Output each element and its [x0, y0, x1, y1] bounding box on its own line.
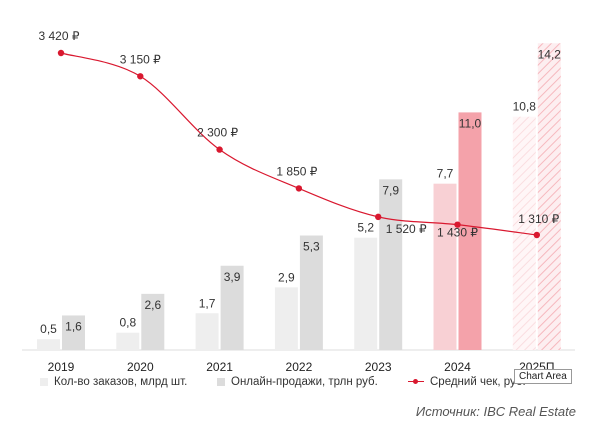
legend-sales-swatch	[217, 378, 225, 386]
bar-orders-2021	[195, 313, 219, 350]
label-sales-2021: 3,9	[224, 270, 241, 284]
bar-orders-2019	[37, 339, 60, 350]
point-avg-check-2022	[295, 185, 303, 192]
x-tick-2023: 2023	[365, 360, 392, 374]
point-avg-check-2024	[454, 221, 461, 228]
label-sales-2019: 1,6	[65, 319, 82, 333]
bar-sales-2019	[62, 315, 85, 350]
label-avg-check-2024: 1 430 ₽	[437, 226, 478, 240]
bar-sales-2021	[220, 265, 244, 350]
bar-sales-2024	[458, 112, 482, 351]
label-orders-2020: 0,8	[119, 316, 136, 330]
source-note: Источник: IBC Real Estate	[415, 404, 576, 419]
legend-orders-label: Кол-во заказов, млрд шт.	[54, 376, 188, 388]
bar-orders-2020	[116, 332, 140, 350]
legend-sales: Онлайн-продажи, трлн руб.	[217, 376, 378, 388]
label-orders-2019: 0,5	[40, 322, 57, 336]
label-sales-2025П: 14,2	[538, 47, 562, 61]
legend-avg-check-marker	[408, 378, 424, 386]
x-tick-2020: 2020	[127, 360, 154, 374]
point-avg-check-2019	[57, 49, 65, 57]
x-tick-2021: 2021	[206, 360, 233, 374]
label-orders-2023: 5,2	[357, 221, 374, 235]
label-orders-2022: 2,9	[278, 270, 295, 284]
bar-sales-2023	[379, 179, 403, 350]
label-orders-2024: 7,7	[437, 167, 454, 181]
bar-sales-2022	[299, 235, 323, 350]
legend-orders: Кол-во заказов, млрд шт.	[40, 376, 187, 388]
label-avg-check-2023: 1 520 ₽	[386, 222, 427, 236]
legend-orders-swatch	[40, 378, 48, 386]
label-avg-check-2021: 2 300 ₽	[197, 126, 238, 140]
label-sales-2022: 5,3	[303, 240, 320, 254]
point-avg-check-2021	[216, 146, 223, 153]
x-tick-2019: 2019	[48, 360, 75, 374]
label-avg-check-2019: 3 420 ₽	[39, 29, 80, 43]
label-avg-check-2025П: 1 310 ₽	[518, 212, 559, 226]
label-sales-2024: 11,0	[459, 116, 482, 130]
legend-avg-check-label: Средний чек, руб.	[430, 376, 526, 388]
bar-sales-2020	[141, 293, 165, 350]
label-orders-2021: 1,7	[199, 296, 216, 310]
x-tick-2022: 2022	[286, 360, 313, 374]
label-avg-check-2022: 1 850 ₽	[276, 164, 317, 178]
label-sales-2020: 2,6	[144, 298, 161, 312]
label-orders-2025П: 10,8	[513, 100, 537, 114]
point-avg-check-2023	[375, 213, 382, 221]
chart-area-tooltip: Chart Area	[514, 369, 572, 384]
bar-orders-2022	[274, 287, 298, 350]
bar-orders-2024	[433, 183, 457, 350]
point-avg-check-2020	[137, 73, 144, 80]
x-tick-2024: 2024	[444, 360, 471, 374]
label-avg-check-2020: 3 150 ₽	[120, 52, 161, 66]
legend-sales-label: Онлайн-продажи, трлн руб.	[231, 376, 378, 388]
label-sales-2023: 7,9	[382, 183, 399, 197]
bar-sales-2025П	[537, 43, 561, 350]
bar-orders-2023	[354, 237, 378, 350]
point-avg-check-2025П	[533, 231, 540, 239]
legend-avg-check: Средний чек, руб.	[408, 376, 526, 388]
